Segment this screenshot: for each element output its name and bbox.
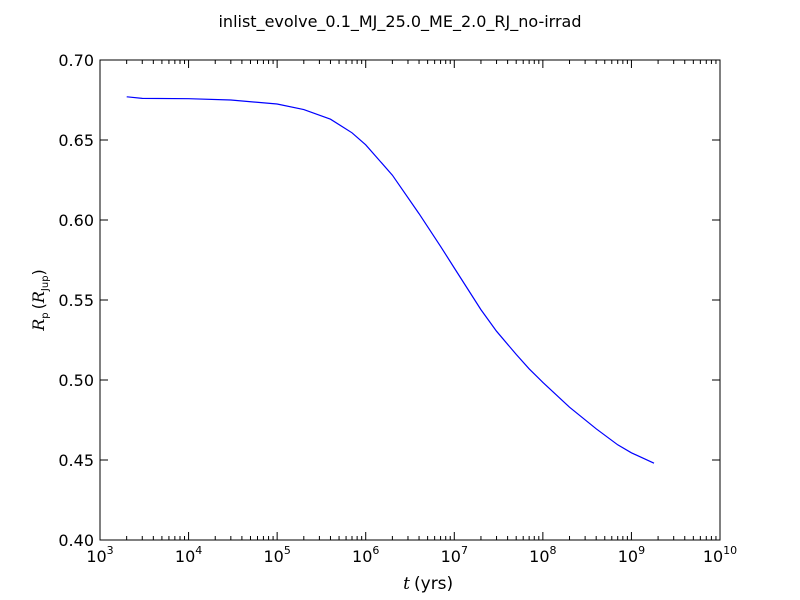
y-tick-label: 0.60 (58, 211, 94, 230)
y-axis-subscript: p (40, 312, 51, 318)
x-tick-label: 105 (263, 544, 290, 566)
axis-ticks: 103 104 105 106 107 108 109 10100.400.450.500.5… (58, 51, 737, 566)
x-tick-label: 108 (529, 544, 556, 566)
x-axis-label: (yrs) (414, 574, 453, 594)
x-tick-label-exponent: 4 (195, 544, 202, 557)
x-tick-label: 107 (441, 544, 468, 566)
x-tick-label-exponent: 8 (550, 544, 557, 557)
x-tick-label-exponent: 3 (107, 544, 114, 557)
x-tick-label: 103 (86, 544, 113, 566)
x-tick-label-base: 10 (352, 547, 372, 566)
x-tick-label-base: 10 (86, 547, 106, 566)
x-tick-label-exponent: 5 (284, 544, 291, 557)
y-axis-open-paren: ( (29, 303, 48, 309)
x-tick-label-base: 10 (175, 547, 195, 566)
x-axis-unit: (yrs) (414, 574, 453, 594)
y-axis-unit-subscript: Jup (40, 275, 51, 292)
y-tick-label: 0.50 (58, 371, 94, 390)
plot-frame (99, 59, 721, 541)
y-tick-label: 0.70 (58, 51, 94, 70)
series-line (126, 96, 655, 464)
y-tick-label: 0.40 (58, 531, 94, 550)
y-tick-label: 0.65 (58, 131, 94, 150)
y-tick-label: 0.55 (58, 291, 94, 310)
x-tick-label-exponent: 7 (461, 544, 468, 557)
x-tick-label-base: 10 (703, 547, 723, 566)
y-axis-label: Rp(RJup) (29, 269, 51, 332)
y-axis-symbol: R (29, 319, 48, 332)
x-tick-label-base: 10 (529, 547, 549, 566)
y-axis-unit-symbol: R (29, 291, 48, 304)
x-tick-label-base: 10 (263, 547, 283, 566)
x-tick-label-exponent: 10 (723, 544, 737, 557)
y-tick-label: 0.45 (58, 451, 94, 470)
x-tick-label-exponent: 6 (372, 544, 379, 557)
y-axis-close-paren: ) (29, 269, 48, 275)
y-axis-label-text: Rp(RJup) (29, 269, 51, 332)
x-tick-label-base: 10 (618, 547, 638, 566)
x-tick-label: 104 (175, 544, 202, 566)
x-tick-label: 106 (352, 544, 379, 566)
x-tick-label-exponent: 9 (638, 544, 645, 557)
x-tick-label: 1010 (703, 544, 737, 566)
chart-title: inlist_evolve_0.1_MJ_25.0_ME_2.0_RJ_no-i… (218, 12, 581, 32)
x-axis-symbol: t (403, 574, 410, 594)
x-tick-label: 109 (618, 544, 645, 566)
series-lines (126, 96, 655, 464)
x-tick-label-base: 10 (441, 547, 461, 566)
